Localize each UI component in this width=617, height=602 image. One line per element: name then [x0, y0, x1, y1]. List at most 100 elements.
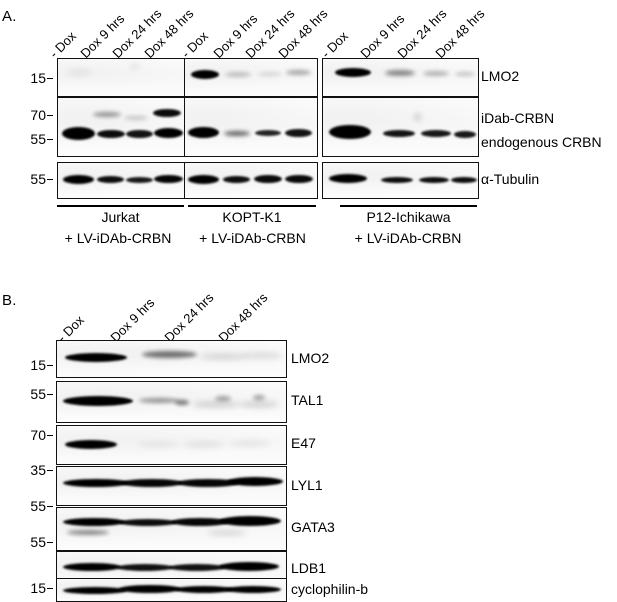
band: [63, 563, 121, 571]
mw-value: 70: [30, 107, 46, 123]
mw-value: 55: [30, 386, 46, 402]
band: [329, 174, 367, 183]
band-crbn: [454, 131, 476, 138]
band: [63, 479, 129, 487]
mw-marker-a-55-tubulin: 55: [18, 171, 53, 187]
band: [227, 477, 283, 486]
band: [171, 518, 229, 526]
blot-film: [57, 508, 286, 550]
lane-label-b-dox-24: Dox 24 hrs: [161, 289, 217, 345]
band: [117, 564, 173, 571]
mw-marker-b-ldb1: 55: [16, 534, 53, 550]
protein-label-endogenous-crbn: endogenous CRBN: [481, 134, 602, 150]
band: [239, 402, 279, 407]
band: [183, 442, 225, 447]
lane-label-b-dox-48: Dox 48 hrs: [215, 289, 271, 345]
mw-tick: [47, 77, 53, 80]
blot-a-tubulin-koptk1: [184, 162, 318, 199]
band: [242, 353, 282, 358]
band: [286, 70, 311, 75]
band: [285, 175, 313, 183]
band: [63, 587, 127, 594]
band-idab: [124, 116, 148, 120]
group-rule-koptk1: [188, 205, 316, 207]
band-crbn: [224, 131, 250, 136]
mw-marker-b-lyl1: 35: [16, 462, 53, 478]
mw-marker-a-70: 70: [18, 107, 53, 123]
mw-tick: [47, 178, 53, 181]
band: [142, 351, 197, 358]
blot-a-tubulin-p12: [322, 162, 479, 199]
blot-b-gata3: [56, 507, 287, 551]
blot-a-lmo2-p12: [322, 58, 479, 97]
blot-b-tal1: [56, 381, 287, 423]
band: [455, 72, 475, 76]
band-crbn: [421, 130, 451, 137]
band-crbn: [154, 128, 183, 138]
band: [223, 176, 250, 183]
band: [254, 175, 282, 183]
band-crbn: [188, 127, 219, 138]
band: [63, 175, 94, 184]
band: [385, 70, 415, 76]
mw-value: 55: [30, 534, 46, 550]
lane-label-a2-dox-none: - Dox: [178, 28, 211, 61]
group-label-jurkat: Jurkat: [101, 209, 140, 225]
band: [229, 441, 271, 446]
mw-value: 70: [30, 427, 46, 443]
blot-a-lmo2-koptk1: [184, 58, 318, 97]
band: [423, 71, 449, 76]
blot-b-e47: [56, 425, 287, 465]
group-construct-koptk1: + LV-iDAb-CRBN: [199, 230, 306, 246]
band-crbn: [255, 130, 281, 136]
band: [63, 396, 133, 406]
band: [258, 72, 282, 76]
band: [97, 176, 124, 183]
lane-label-a1-dox-none: - Dox: [46, 28, 79, 61]
panel-a-letter: A.: [2, 8, 17, 25]
band-crbn: [329, 125, 371, 139]
protein-label-alpha-tubulin: α-Tubulin: [481, 171, 540, 187]
band: [119, 519, 177, 526]
band: [225, 586, 281, 593]
band: [169, 564, 225, 571]
band-nonspecific: [67, 530, 109, 535]
group-construct-p12: + LV-iDAb-CRBN: [354, 230, 462, 246]
band: [381, 177, 413, 183]
blot-film: [58, 59, 185, 96]
protein-label-b-tal1: TAL1: [291, 392, 324, 408]
blot-b-cyclophilin-b: [56, 578, 287, 602]
blot-film: [323, 59, 478, 96]
lane-label-b-dox-9: Dox 9 hrs: [107, 295, 158, 345]
protein-label-b-lyl1: LYL1: [291, 477, 323, 493]
band: [419, 177, 449, 183]
blot-b-lmo2: [56, 340, 287, 378]
band: [253, 395, 265, 400]
band-crbn: [97, 130, 125, 138]
band: [65, 440, 117, 449]
mw-marker-b-cyclophilin: 15: [16, 580, 53, 596]
band: [215, 396, 231, 401]
group-construct-jurkat: + LV-iDAb-CRBN: [64, 230, 172, 246]
mw-value: 15: [30, 357, 46, 373]
band-nonspecific: [207, 531, 247, 535]
mw-value: 55: [30, 171, 46, 187]
mw-tick: [47, 138, 53, 141]
mw-value: 55: [30, 498, 46, 514]
blot-a-crbn-jurkat: [57, 97, 186, 157]
band: [119, 585, 181, 593]
band: [335, 68, 371, 77]
mw-tick: [47, 587, 53, 590]
protein-label-b-lmo2: LMO2: [291, 350, 330, 366]
blot-b-lyl1: [56, 466, 287, 506]
mw-marker-b-e47: 70: [16, 427, 53, 443]
band: [66, 69, 92, 76]
mw-marker-a-15: 15: [18, 70, 53, 86]
mw-value: 55: [30, 131, 46, 147]
mw-value: 35: [30, 462, 46, 478]
panel-b-letter: B.: [2, 292, 17, 309]
band: [225, 72, 251, 77]
protein-label-b-gata3: GATA3: [291, 519, 335, 535]
mw-tick: [47, 541, 53, 544]
blot-a-crbn-koptk1: [184, 97, 318, 157]
